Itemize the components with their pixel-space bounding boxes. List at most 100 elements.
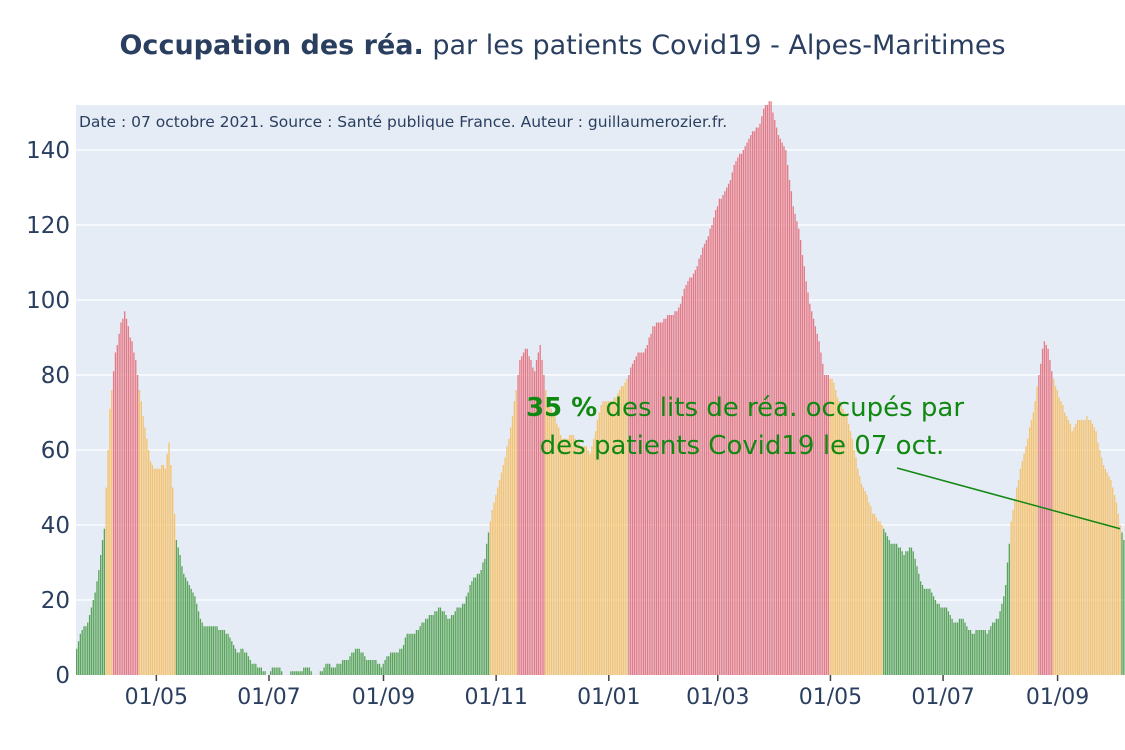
bar <box>90 607 93 675</box>
bar <box>563 438 565 675</box>
bar <box>249 660 251 675</box>
bar <box>822 363 824 675</box>
bar <box>988 630 990 675</box>
bar <box>109 408 111 675</box>
bar <box>920 581 922 675</box>
bar <box>949 615 951 675</box>
bar <box>702 247 704 675</box>
bar <box>100 555 102 675</box>
bar <box>127 326 130 675</box>
bar <box>908 547 911 675</box>
bar <box>903 555 905 675</box>
bar <box>1004 585 1007 675</box>
bar <box>325 663 327 675</box>
bar <box>622 386 624 675</box>
bar <box>659 322 661 675</box>
bar <box>539 345 541 675</box>
bar <box>465 596 468 675</box>
bar <box>646 345 648 675</box>
bar <box>425 618 427 675</box>
bar <box>626 378 628 675</box>
bar <box>281 671 283 675</box>
bar <box>511 416 514 675</box>
bar <box>1073 427 1075 675</box>
bar <box>221 630 224 675</box>
bar <box>1064 412 1066 675</box>
bar <box>668 315 671 675</box>
bar <box>676 311 678 675</box>
bar <box>1019 468 1022 675</box>
bar <box>1001 603 1003 675</box>
bar <box>1008 543 1010 675</box>
bar <box>378 663 381 675</box>
bar <box>365 660 368 675</box>
bar <box>750 135 752 675</box>
bar <box>1082 420 1084 675</box>
bar <box>814 326 817 675</box>
bar <box>461 603 464 675</box>
bar <box>1054 386 1057 675</box>
bar <box>290 671 292 675</box>
bar <box>220 630 222 675</box>
bar <box>727 183 730 675</box>
bar <box>1097 442 1099 675</box>
bar <box>1067 420 1070 675</box>
bar <box>598 412 600 675</box>
bar <box>1110 480 1112 675</box>
bar <box>836 397 839 675</box>
bar <box>303 667 305 675</box>
bar <box>240 648 242 675</box>
bar <box>792 206 794 675</box>
bar <box>292 671 294 675</box>
bar <box>336 663 338 675</box>
bar <box>362 652 364 675</box>
bar <box>866 495 868 675</box>
y-tick-label: 140 <box>26 138 70 164</box>
bar <box>436 611 438 675</box>
bar <box>135 360 137 675</box>
bar <box>160 465 163 675</box>
bar <box>340 663 342 675</box>
y-tick-label: 120 <box>26 213 70 239</box>
bar <box>990 626 992 675</box>
bar <box>136 375 139 675</box>
bar <box>103 528 106 675</box>
bar <box>186 581 189 675</box>
bar <box>131 341 133 675</box>
bar <box>534 371 536 675</box>
bar <box>445 615 447 675</box>
bar <box>633 360 636 675</box>
bar <box>818 341 820 675</box>
bar <box>1095 431 1097 675</box>
bar <box>639 352 641 675</box>
bar <box>395 652 397 675</box>
bar <box>428 615 431 675</box>
bar <box>1071 431 1073 675</box>
bar <box>491 510 493 675</box>
bar <box>522 352 525 675</box>
bar <box>932 596 935 675</box>
bar <box>77 641 80 675</box>
bar <box>812 318 815 675</box>
bar <box>330 667 333 675</box>
bar <box>384 660 386 675</box>
bar <box>432 615 434 675</box>
bar <box>951 618 953 675</box>
bar <box>482 562 484 675</box>
bar <box>569 435 571 675</box>
bar <box>1112 487 1114 675</box>
bar <box>901 551 903 675</box>
bar <box>1038 375 1040 675</box>
bar <box>81 630 83 675</box>
chart-title-rest: par les patients Covid19 - Alpes-Maritim… <box>423 30 1006 61</box>
bar <box>823 375 826 675</box>
bar <box>1078 420 1081 675</box>
bar <box>232 645 235 675</box>
bar <box>188 585 190 675</box>
annotation-percent: 35 % <box>526 393 597 423</box>
bar <box>260 667 263 675</box>
bar <box>630 367 632 675</box>
bar <box>456 607 458 675</box>
bar <box>1117 513 1119 675</box>
bar <box>124 311 126 675</box>
